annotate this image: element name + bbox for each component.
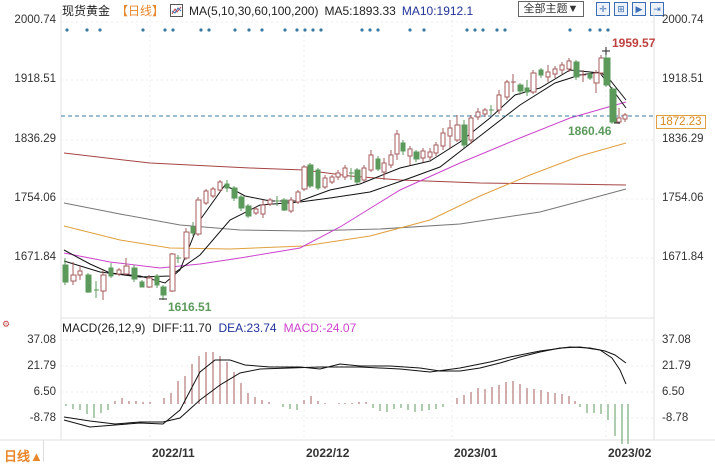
y-label-left: 1918.51 — [14, 73, 56, 85]
y-label-left: 2000.74 — [14, 14, 56, 26]
macd-diff-line — [63, 346, 627, 428]
candles — [62, 47, 628, 300]
macd-header: MACD(26,12,9) DIFF:11.70 DEA:23.74 MACD:… — [62, 321, 356, 335]
high-annotation: 1959.57 — [612, 36, 656, 50]
ma200-line — [63, 152, 627, 186]
macd-histogram — [65, 352, 629, 444]
ma-label: MA(5,10,30,60,100,200) — [189, 3, 319, 18]
zoom-range-icon[interactable]: ⊞ — [614, 2, 628, 16]
ma30-line — [63, 101, 627, 269]
macd-y-label-right: -8.78 — [662, 412, 689, 424]
y-label-right: 2000.74 — [662, 14, 704, 26]
y-label-right: 1918.51 — [662, 73, 704, 85]
macd-macd-value: MACD:-24.07 — [283, 321, 357, 335]
x-label: 2023/02 — [608, 446, 652, 460]
macd-diff-value: DIFF:11.70 — [152, 321, 212, 335]
event-markers — [65, 28, 610, 32]
macd-dea-line — [63, 346, 627, 425]
theme-dropdown-button[interactable]: 全部主题▼ — [518, 1, 584, 17]
macd-title: MACD(26,12,9) — [62, 321, 146, 335]
macd-y-label-right: 6.50 — [662, 386, 685, 398]
macd-y-label-left: -8.78 — [29, 412, 56, 424]
x-label: 2023/01 — [454, 446, 498, 460]
ma5-value: MA5:1893.33 — [324, 3, 396, 18]
macd-dea-value: DEA:23.74 — [218, 321, 277, 335]
macd-y-label-left: 21.79 — [27, 360, 56, 372]
y-label-left: 1754.06 — [14, 192, 56, 204]
macd-y-label-right: 21.79 — [662, 360, 691, 372]
instrument-name: 现货黄金 — [62, 4, 111, 18]
ma100-line — [63, 188, 627, 232]
indicator-settings-icon[interactable]: ⚙ — [2, 319, 11, 329]
ma10-value: MA10:1912.1 — [401, 3, 474, 18]
x-axis-divider — [43, 440, 44, 462]
period-selector[interactable]: 日线▲ — [4, 449, 43, 464]
ma-settings-icon[interactable] — [170, 4, 184, 17]
step-forward-icon[interactable]: ▶ — [632, 2, 646, 16]
x-label: 2022/11 — [152, 446, 195, 460]
crosshair-icon[interactable]: ✛ — [596, 2, 610, 16]
macd-y-label-right: 37.08 — [662, 334, 691, 346]
current-price-tag: 1872.23 — [656, 115, 706, 129]
x-label: 2022/12 — [306, 446, 350, 460]
period-label: 【日线】 — [116, 4, 165, 18]
low-annotation: 1616.51 — [168, 300, 212, 314]
macd-y-label-left: 6.50 — [33, 386, 56, 398]
y-label-right: 1836.29 — [662, 133, 704, 145]
y-label-right: 1671.84 — [662, 251, 704, 263]
y-label-left: 1836.29 — [14, 133, 56, 145]
chart-header: 现货黄金 【日线】 MA(5,10,30,60,100,200) MA5:189… — [62, 2, 473, 19]
macd-y-label-left: 37.08 — [27, 334, 56, 346]
recent-low-annotation: 1860.46 — [568, 124, 612, 138]
ma60-line — [63, 142, 627, 250]
y-label-left: 1671.84 — [14, 251, 56, 263]
y-label-right: 1754.06 — [662, 192, 704, 204]
